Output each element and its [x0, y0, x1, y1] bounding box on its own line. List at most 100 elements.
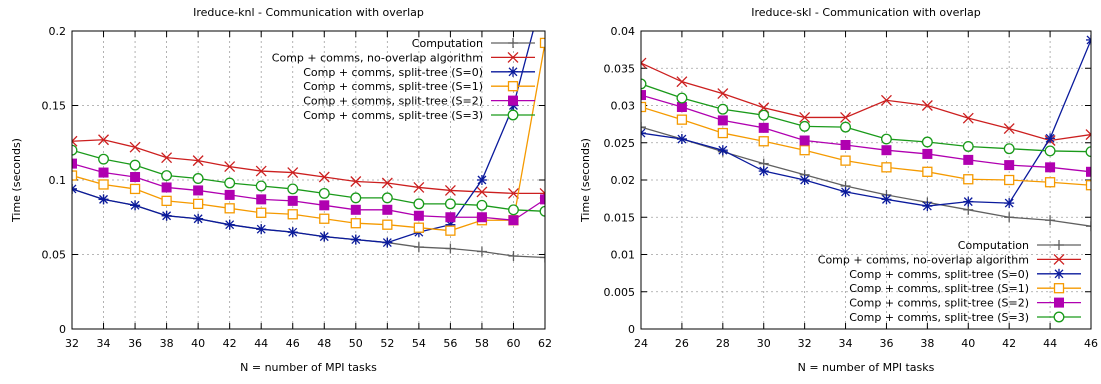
data-point	[413, 181, 425, 193]
x-tick-label: 62	[538, 337, 552, 350]
data-point	[963, 154, 974, 165]
series-line	[641, 94, 1091, 173]
x-tick-label: 32	[65, 337, 79, 350]
data-point	[72, 183, 77, 194]
data-point	[1045, 133, 1056, 144]
legend-item: Computation	[412, 37, 535, 50]
data-point	[922, 148, 933, 159]
x-tick-label: 28	[716, 337, 730, 350]
legend-item: Comp + comms, no-overlap algorithm	[272, 51, 535, 64]
legend-label: Comp + comms, no-overlap algorithm	[818, 253, 1029, 266]
data-point	[192, 155, 204, 167]
data-point	[641, 57, 647, 69]
plot-area	[72, 31, 545, 263]
data-point	[676, 76, 688, 88]
chart-title: Ireduce-skl - Communication with overlap	[751, 6, 981, 19]
data-point	[921, 136, 933, 148]
legend-item: Comp + comms, split-tree (S=3)	[849, 311, 1081, 324]
data-point	[350, 204, 361, 215]
data-point	[676, 134, 687, 145]
series-5	[641, 78, 1091, 158]
data-point	[192, 198, 204, 209]
plot-frame	[640, 30, 1092, 330]
data-point	[758, 109, 770, 121]
y-tick-label: 0.005	[604, 286, 636, 299]
data-point	[476, 246, 487, 257]
series-line	[641, 62, 1091, 142]
data-point	[1004, 212, 1015, 223]
x-tick-label: 54	[412, 337, 426, 350]
legend-item: Comp + comms, split-tree (S=0)	[303, 66, 535, 79]
data-point	[318, 187, 330, 199]
data-point	[287, 209, 298, 220]
data-point	[224, 161, 236, 173]
plot-area	[641, 34, 1091, 232]
legend-label: Comp + comms, split-tree (S=0)	[849, 268, 1029, 281]
x-tick-label: 60	[506, 337, 520, 350]
data-point	[161, 182, 172, 193]
data-point	[1085, 180, 1091, 191]
x-tick-label: 38	[920, 337, 934, 350]
y-tick-label: 0.01	[611, 249, 636, 262]
data-point	[922, 201, 933, 212]
data-point	[255, 180, 267, 192]
data-point	[1086, 34, 1091, 45]
legend-marker	[1054, 240, 1064, 250]
data-point	[319, 231, 330, 242]
x-tick-label: 46	[1084, 337, 1098, 350]
data-point	[444, 184, 456, 196]
x-tick-label: 24	[634, 337, 648, 350]
data-point	[1085, 129, 1091, 141]
data-point	[193, 213, 204, 224]
data-point	[717, 115, 728, 126]
legend-item: Comp + comms, split-tree (S=1)	[303, 80, 535, 93]
legend-item: Comp + comms, split-tree (S=2)	[303, 95, 535, 108]
data-point	[72, 144, 78, 156]
series-line	[72, 31, 534, 244]
data-point	[161, 170, 173, 181]
data-point	[476, 212, 487, 223]
data-point	[350, 176, 362, 187]
series-line	[72, 162, 545, 221]
chart-title: Ireduce-knl - Communication with overlap	[193, 6, 424, 19]
data-point	[287, 167, 299, 179]
y-tick-label: 0.15	[42, 100, 67, 113]
y-tick-label: 0.02	[611, 174, 636, 187]
data-point	[256, 207, 267, 218]
data-point	[758, 122, 769, 133]
data-point	[840, 186, 851, 197]
legend-item: Comp + comms, split-tree (S=0)	[849, 268, 1081, 281]
series-line	[641, 126, 1091, 227]
data-point	[161, 152, 173, 164]
data-point	[922, 166, 933, 177]
data-point	[717, 145, 728, 156]
x-tick-label: 30	[757, 337, 771, 350]
data-point	[287, 195, 298, 206]
x-tick-label: 52	[380, 337, 394, 350]
data-point	[381, 192, 393, 204]
series-line	[72, 149, 545, 212]
y-tick-label: 0.03	[611, 100, 636, 113]
data-point	[129, 159, 141, 171]
data-point	[161, 210, 172, 221]
legend-label: Comp + comms, split-tree (S=0)	[303, 66, 483, 79]
chart-panel-skl: Ireduce-skl - Communication with overlap…	[579, 6, 1098, 374]
data-point	[130, 172, 141, 183]
x-tick-label: 56	[443, 337, 457, 350]
legend-item: Comp + comms, split-tree (S=3)	[303, 109, 535, 122]
data-point	[98, 179, 109, 190]
legend-marker	[507, 81, 519, 92]
series-4	[641, 90, 1091, 177]
data-point	[1004, 160, 1015, 171]
legend-label: Comp + comms, split-tree (S=1)	[303, 80, 483, 93]
legend-label: Comp + comms, split-tree (S=2)	[303, 95, 483, 108]
data-point	[880, 94, 892, 106]
series-line	[641, 106, 1091, 186]
data-point	[98, 134, 109, 146]
data-point	[881, 145, 892, 156]
data-point	[508, 250, 519, 261]
data-point	[287, 227, 298, 238]
